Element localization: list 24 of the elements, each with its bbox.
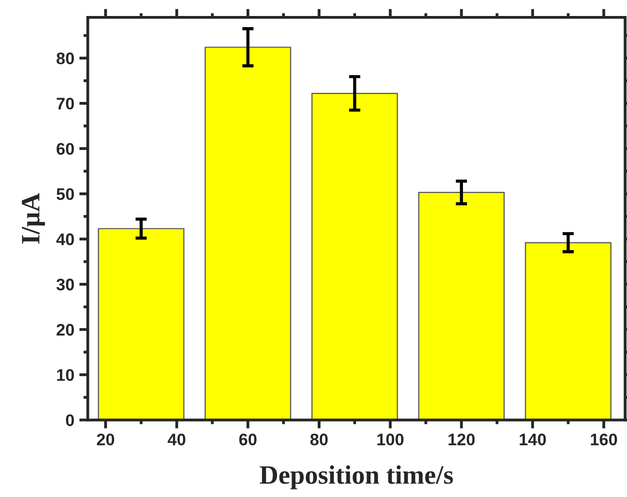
bar	[98, 228, 184, 420]
y-axis-title: I/μA	[22, 193, 45, 244]
x-tick-label: 20	[96, 434, 114, 446]
y-tick-label: 10	[57, 369, 74, 381]
x-tick-label: 60	[239, 434, 256, 446]
bar	[418, 192, 505, 420]
bar	[204, 46, 292, 420]
y-tick-label: 70	[56, 98, 74, 110]
x-tick-label: 40	[168, 434, 186, 446]
y-tick-label: 20	[56, 324, 74, 336]
x-tick-label: 80	[310, 434, 328, 446]
y-tick-label: 30	[56, 278, 74, 290]
y-tick-label: 60	[56, 142, 74, 155]
x-tick-label: 160	[590, 434, 617, 446]
bar	[311, 92, 398, 420]
x-tick-label: 140	[520, 434, 546, 446]
y-tick-label: 0	[66, 414, 74, 426]
y-tick-label: 40	[56, 233, 74, 246]
y-tick-label: 50	[56, 188, 74, 200]
y-tick-label: 80	[56, 52, 74, 64]
x-tick-label: 100	[377, 434, 404, 446]
bar	[524, 242, 612, 420]
x-tick-label: 120	[448, 434, 475, 446]
x-axis-title: Deposition time/s	[260, 465, 453, 490]
